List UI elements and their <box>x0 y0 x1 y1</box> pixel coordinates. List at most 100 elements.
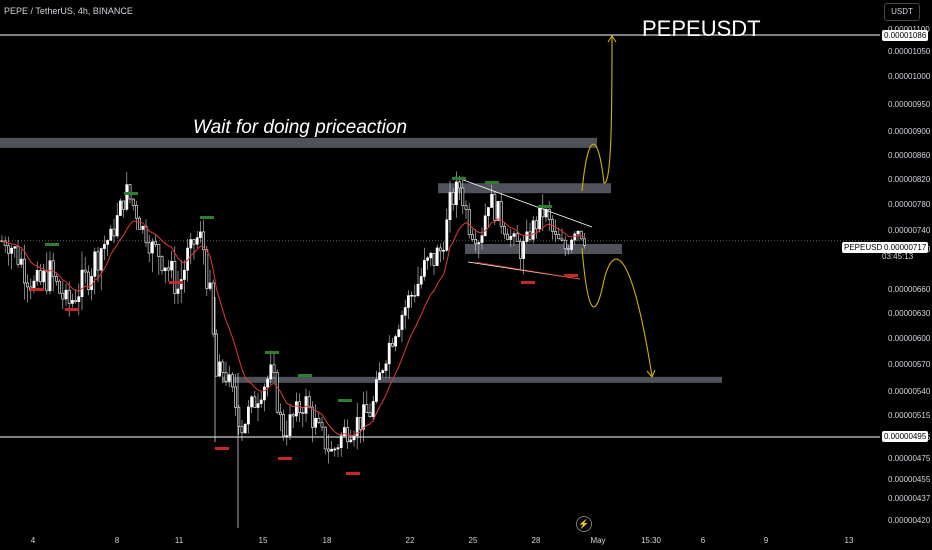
candle-body <box>71 300 74 304</box>
candle-body <box>163 267 167 272</box>
candle-body <box>224 372 228 382</box>
projection-up-path <box>581 35 613 192</box>
candle-body <box>410 294 414 297</box>
low-marker <box>564 274 578 277</box>
candle-body <box>154 241 158 245</box>
candle-body <box>131 198 135 206</box>
candle-body <box>211 282 215 335</box>
candle-body <box>496 201 500 221</box>
price-axis: 0.00001100 0.00001050 0.00001000 0.00000950… <box>888 25 931 525</box>
candle-body <box>157 244 161 257</box>
candle-body <box>406 295 410 308</box>
candle-body <box>352 435 356 441</box>
price-axis-label: 0.00000420 <box>888 516 931 525</box>
candle-body <box>51 260 55 277</box>
low-marker <box>215 447 229 450</box>
candles <box>0 171 586 528</box>
candle-body <box>103 244 106 249</box>
resistance-price-tag: 0.00001086 <box>882 30 929 41</box>
time-axis-label: 15 <box>259 536 268 545</box>
candle-body <box>128 184 132 200</box>
candle-body <box>7 245 10 254</box>
candle-body <box>470 234 474 240</box>
high-marker <box>124 192 138 195</box>
candle-body <box>474 238 478 245</box>
currency-button[interactable]: USDT <box>884 3 920 21</box>
candle-body <box>400 314 404 330</box>
candle-body <box>522 241 526 259</box>
time-axis-label: 25 <box>469 536 478 545</box>
candle-body <box>10 247 14 254</box>
candle-body <box>179 279 183 290</box>
time-axis-label: May <box>590 536 605 545</box>
candle-body <box>547 209 551 220</box>
candle-body <box>278 411 282 415</box>
time-axis: 4 8 11 15 18 22 25 28 May 15:30 6 9 13 <box>31 536 854 545</box>
price-axis-label: 0.00000660 <box>888 285 931 294</box>
candle-body <box>35 270 39 282</box>
candle-body <box>378 372 382 380</box>
candle-body <box>269 364 273 380</box>
candle-body <box>566 248 570 251</box>
pattern-lines <box>454 35 656 379</box>
candle-body <box>93 251 97 277</box>
candle-body <box>301 412 305 414</box>
price-axis-label: 0.00000570 <box>888 360 931 369</box>
candle-body <box>538 206 542 230</box>
candle-body <box>64 289 68 300</box>
candle-body <box>368 412 372 418</box>
candle-body <box>266 378 270 388</box>
candle-body <box>432 252 436 266</box>
price-axis-label: 0.00000630 <box>888 309 931 318</box>
candle-body <box>419 276 423 285</box>
price-axis-label: 0.00000455 <box>888 475 931 484</box>
candle-body <box>579 230 583 240</box>
candle-body <box>176 288 180 294</box>
candle-body <box>563 239 567 250</box>
candle-body <box>544 209 548 218</box>
high-marker <box>265 351 279 354</box>
candle-body <box>96 251 100 271</box>
candle-body <box>390 342 394 347</box>
note-text: Wait for doing priceaction <box>193 117 408 138</box>
lightning-icon[interactable]: ⚡ <box>576 516 592 532</box>
price-axis-label: 0.00001050 <box>888 47 931 56</box>
time-axis-label: 22 <box>406 536 415 545</box>
candle-body <box>349 439 353 443</box>
candle-body <box>42 270 46 283</box>
candle-body <box>170 260 174 271</box>
candle-body <box>403 307 407 316</box>
candle-body <box>80 269 84 297</box>
last-price-symbol-tag: PEPEUSDT <box>842 242 890 253</box>
candle-body <box>515 233 519 242</box>
candle-body <box>253 396 257 408</box>
candle-body <box>477 242 481 245</box>
candle-body <box>541 206 545 218</box>
candle-body <box>464 205 468 210</box>
candle-body <box>192 239 196 245</box>
candle-body <box>259 399 263 404</box>
candle-body <box>202 231 206 251</box>
time-axis-label: 18 <box>323 536 332 545</box>
low-marker <box>278 457 292 460</box>
candle-body <box>426 257 430 261</box>
candle-body <box>448 192 452 221</box>
price-axis-label: 0.00000740 <box>888 226 931 235</box>
candle-body <box>326 448 330 452</box>
price-axis-label: 0.00000860 <box>888 151 931 160</box>
low-marker <box>30 288 44 291</box>
wedge-upper-line <box>454 176 593 228</box>
candle-body <box>458 181 462 189</box>
price-axis-label: 0.00000475 <box>888 454 931 463</box>
candle-body <box>205 249 209 289</box>
candle-body <box>16 246 20 265</box>
candle-body <box>560 238 564 241</box>
candle-body <box>480 235 484 243</box>
time-axis-label: 4 <box>31 536 36 545</box>
candle-body <box>557 234 561 240</box>
arrow-head-down <box>646 369 656 379</box>
candle-body <box>215 333 218 377</box>
time-axis-label: 9 <box>764 536 769 545</box>
time-axis-label: 8 <box>115 536 120 545</box>
